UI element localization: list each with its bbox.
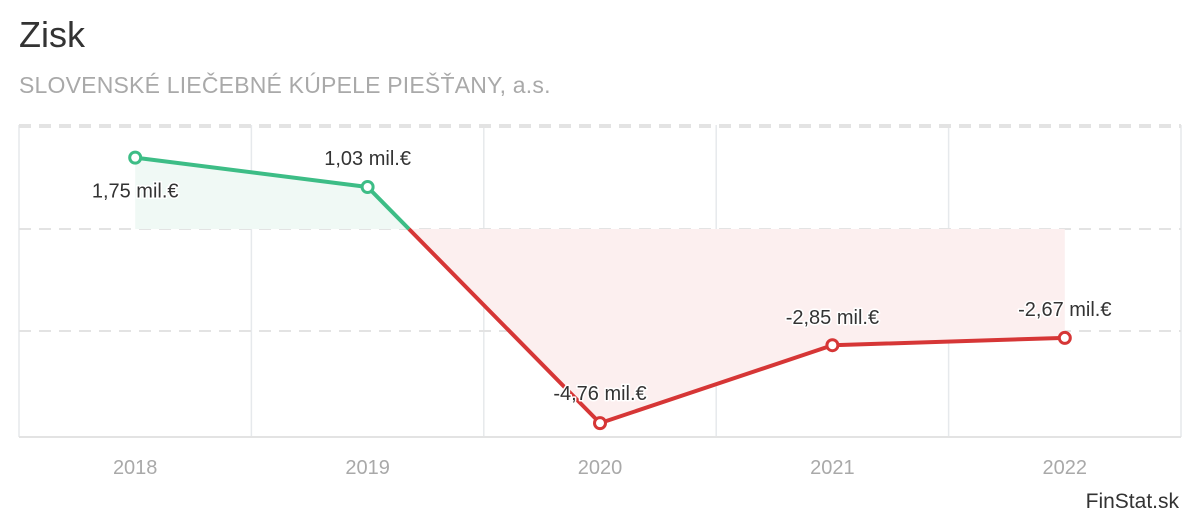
data-points [128, 150, 1072, 431]
data-point [593, 416, 607, 431]
x-tick-label: 2021 [810, 457, 855, 479]
data-label: 1,03 mil.€ [324, 148, 411, 170]
data-point [1057, 330, 1072, 345]
x-tick-label: 2019 [345, 457, 390, 479]
negative-area [408, 229, 1065, 424]
finstat-brand[interactable]: FinStat.sk [1085, 490, 1179, 513]
data-label: -2,67 mil.€ [1018, 299, 1111, 321]
data-point [128, 150, 143, 165]
data-point [360, 179, 375, 194]
data-label: 1,75 mil.€ [92, 181, 179, 203]
x-tick-label: 2020 [578, 457, 623, 479]
chart-title: Zisk [19, 14, 85, 55]
data-point [825, 338, 840, 353]
company-name: SLOVENSKÉ LIEČEBNÉ KÚPELE PIEŠŤANY, a.s. [19, 72, 551, 98]
area-fills [135, 157, 1065, 424]
negative-line [407, 227, 1065, 426]
data-labels: 1,75 mil.€ 1,03 mil.€ -4,76 mil.€ -2,85 mil… [90, 146, 1113, 406]
x-tick-label: 2018 [113, 457, 158, 479]
x-tick-label: 2022 [1043, 457, 1088, 479]
data-label: -2,85 mil.€ [786, 307, 879, 329]
positive-area [135, 157, 409, 229]
x-axis-ticks: 2018 2019 2020 2021 2022 [113, 457, 1087, 479]
data-label: -4,76 mil.€ [553, 383, 646, 405]
